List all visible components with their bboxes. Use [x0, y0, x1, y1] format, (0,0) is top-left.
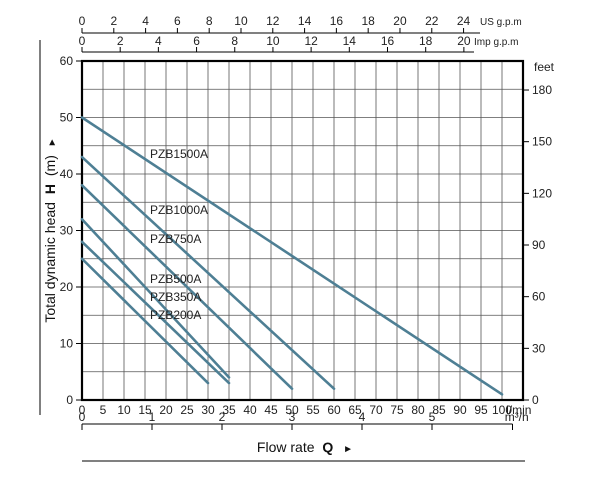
y-tick-label: 40 [60, 167, 74, 181]
x-tick-label: 100 [492, 403, 512, 417]
x-tick-label: 75 [390, 403, 404, 417]
x-axis-title: Flow rate Q ► [257, 439, 353, 455]
y-axis-arrow: ► [47, 137, 58, 147]
series-label-pzb200a: PZB200A [150, 308, 201, 322]
x-tick-label: 25 [180, 403, 194, 417]
x-tick-label: 70 [369, 403, 383, 417]
y-tick-label: 20 [60, 280, 74, 294]
x-tick-label: 65 [348, 403, 362, 417]
x-tick-label: 90 [453, 403, 467, 417]
m3h-tick-label: 5 [429, 410, 436, 424]
series-line-pzb200a [80, 257, 210, 385]
y-tick-label: 10 [60, 337, 74, 351]
x-tick-label: 5 [100, 403, 107, 417]
us-gpm-tick-label: 6 [174, 14, 181, 28]
feet-axis-unit: feet [534, 60, 555, 74]
imp-gpm-tick-label: 8 [231, 34, 238, 48]
us-gpm-tick-label: 20 [393, 14, 407, 28]
series-line-pzb750a [80, 184, 294, 391]
feet-tick-label: 60 [532, 290, 546, 304]
us-gpm-tick-label: 4 [142, 14, 149, 28]
series-label-pzb750a: PZB750A [150, 232, 201, 246]
y-axis-title: Total dynamic head H (m) ► [42, 137, 58, 322]
x-tick-label: 35 [222, 403, 236, 417]
m3h-tick-label: 4 [359, 410, 366, 424]
m3h-tick-label: 2 [219, 410, 226, 424]
us-gpm-tick-label: 24 [457, 14, 471, 28]
y-tick-label: 0 [66, 393, 73, 407]
series-label-pzb350a: PZB350A [150, 290, 201, 304]
series-lines [80, 116, 504, 396]
x-tick-label: 50 [285, 403, 299, 417]
series-label-pzb500a: PZB500A [150, 272, 201, 286]
us-gpm-tick-label: 16 [330, 14, 344, 28]
m3h-tick-label: 3 [289, 410, 296, 424]
axes [39, 28, 529, 462]
x-tick-label: 15 [138, 403, 152, 417]
feet-tick-label: 0 [532, 393, 539, 407]
x-tick-label: 95 [474, 403, 488, 417]
series-line-pzb1000a [80, 155, 336, 391]
imp-gpm-tick-label: 20 [457, 34, 471, 48]
x-axis-arrow: ► [343, 444, 353, 455]
us-gpm-tick-label: 14 [298, 14, 312, 28]
y-axis-title-text: Total dynamic head [42, 202, 58, 323]
x-tick-label: 60 [327, 403, 341, 417]
imp-gpm-tick-label: 12 [304, 34, 318, 48]
imp-gpm-tick-label: 14 [343, 34, 357, 48]
grid [81, 60, 524, 401]
us-gpm-axis-unit: US g.p.m [480, 17, 522, 28]
series-label-pzb1500a: PZB1500A [150, 147, 208, 161]
imp-gpm-tick-label: 16 [381, 34, 395, 48]
x-tick-label: 10 [117, 403, 131, 417]
x-tick-label: 55 [306, 403, 320, 417]
us-gpm-tick-label: 10 [234, 14, 248, 28]
m3h-tick-label: 0 [79, 410, 86, 424]
series-label-pzb1000a: PZB1000A [150, 203, 208, 217]
m3h-tick-label: 1 [149, 410, 156, 424]
x-tick-label: 45 [264, 403, 278, 417]
imp-gpm-tick-label: 6 [193, 34, 200, 48]
series-line-pzb500a [80, 217, 231, 379]
us-gpm-tick-label: 0 [79, 14, 86, 28]
us-gpm-tick-label: 8 [206, 14, 213, 28]
feet-tick-label: 150 [532, 135, 552, 149]
us-gpm-tick-label: 2 [110, 14, 117, 28]
x-tick-label: 0 [79, 403, 86, 417]
y-tick-label: 50 [60, 111, 74, 125]
y-tick-label: 30 [60, 224, 74, 238]
us-gpm-tick-label: 12 [266, 14, 280, 28]
imp-gpm-tick-label: 0 [79, 34, 86, 48]
feet-tick-label: 120 [532, 186, 552, 200]
x-axis-title-text: Flow rate [257, 439, 315, 455]
x-tick-label: 85 [432, 403, 446, 417]
m3h-axis-unit: m³/h [505, 410, 529, 424]
imp-gpm-tick-label: 10 [266, 34, 280, 48]
y-axis-title-symbol: H [42, 184, 58, 194]
feet-tick-label: 180 [532, 83, 552, 97]
y-axis-title-unit: (m) [42, 155, 58, 176]
x-tick-label: 40 [243, 403, 257, 417]
series-line-pzb1500a [80, 116, 504, 396]
series-line-pzb350a [80, 240, 231, 385]
us-gpm-tick-label: 22 [425, 14, 439, 28]
x-axis-unit: l/min [506, 403, 531, 417]
us-gpm-tick-label: 18 [361, 14, 375, 28]
x-axis-title-symbol: Q [322, 439, 333, 455]
x-tick-label: 20 [159, 403, 173, 417]
x-tick-label: 80 [411, 403, 425, 417]
feet-tick-label: 30 [532, 341, 546, 355]
x-tick-label: 30 [201, 403, 215, 417]
y-tick-label: 60 [60, 54, 74, 68]
feet-tick-label: 90 [532, 238, 546, 252]
imp-gpm-tick-label: 4 [155, 34, 162, 48]
imp-gpm-tick-label: 18 [419, 34, 433, 48]
imp-gpm-tick-label: 2 [117, 34, 124, 48]
imp-gpm-axis-unit: Imp g.p.m [474, 37, 518, 48]
